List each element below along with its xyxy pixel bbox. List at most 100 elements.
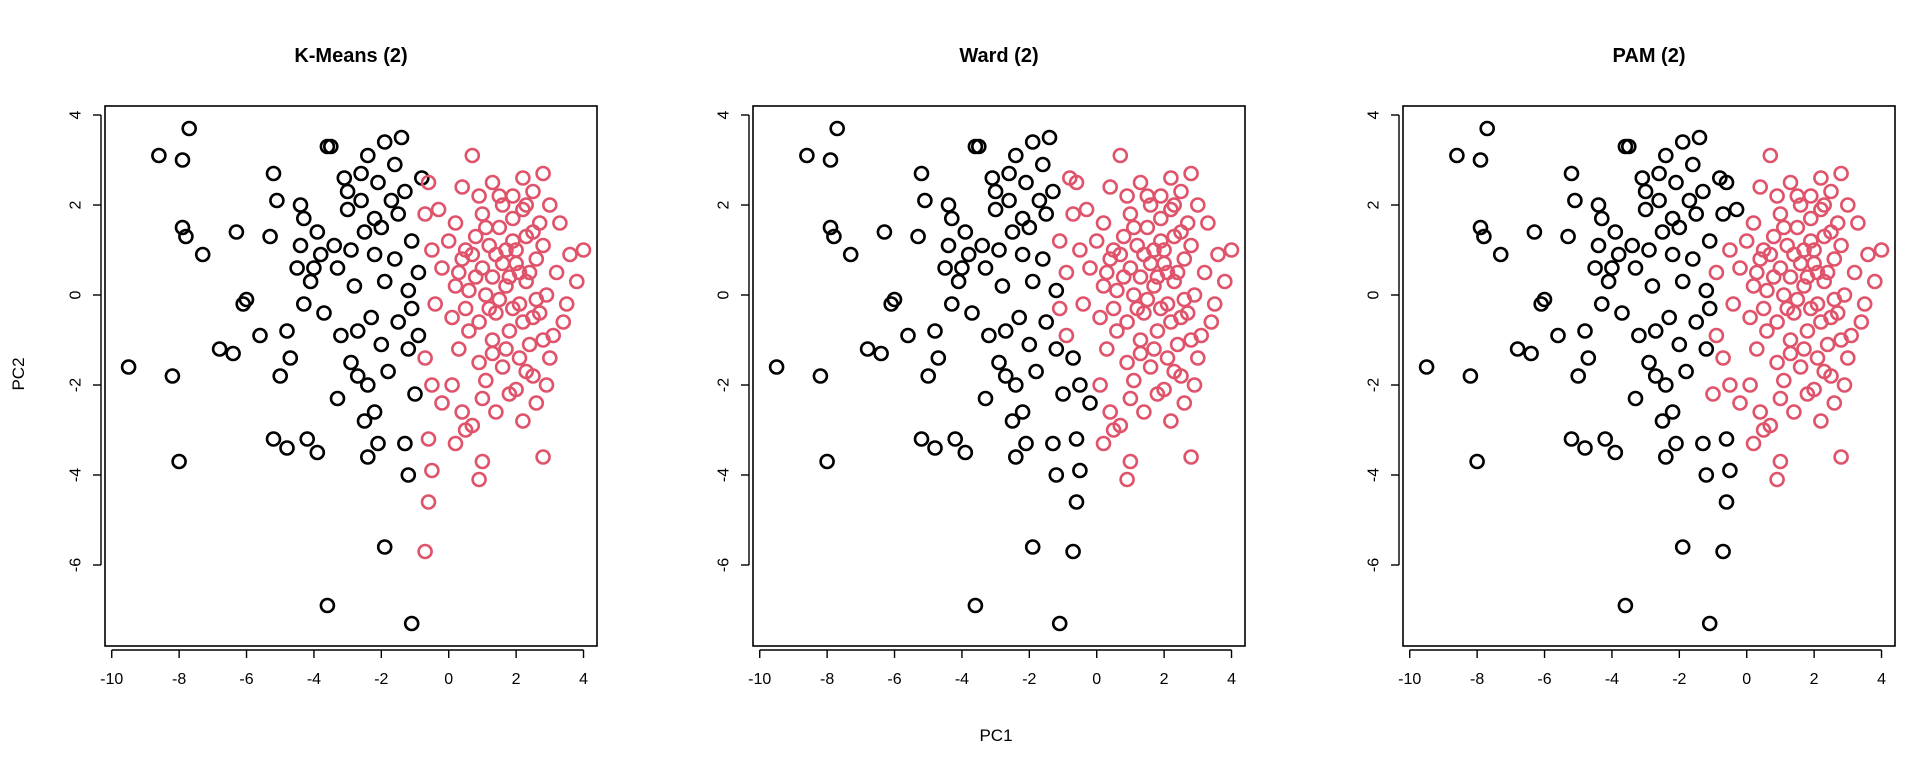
data-point [417,350,433,366]
data-point [1856,296,1873,312]
data-point [1823,368,1839,384]
x-axis-title: PC1 [979,726,1012,745]
data-point [1809,264,1826,281]
data-point [359,147,376,164]
data-point [1762,246,1779,263]
data-point [1105,422,1122,438]
data-point [1153,210,1169,227]
data-point [1782,269,1799,285]
data-point [225,345,241,362]
data-point [376,539,393,555]
data-point [1610,246,1627,263]
data-point [1705,386,1721,402]
data-point [913,165,930,182]
data-point [545,327,562,344]
x-tick-label: -6 [1537,671,1551,688]
data-point [1210,246,1226,263]
data-point [1153,300,1169,317]
data-point [1691,129,1708,146]
data-point [1796,341,1812,357]
data-point [1701,233,1718,249]
data-point [1099,264,1115,281]
data-point [279,440,295,456]
data-point [1695,435,1711,452]
data-point [799,147,815,164]
data-point [1674,273,1691,290]
data-point [491,188,508,204]
data-point [1072,462,1088,479]
data-point [957,444,974,461]
data-point [424,242,440,258]
data-point [1190,350,1206,366]
data-point [444,377,460,393]
data-point [1092,309,1108,326]
data-point [1698,282,1715,299]
data-point [981,327,997,344]
data-point [491,219,508,236]
data-point [1018,174,1034,191]
x-tick-label: 4 [579,671,588,688]
data-point [842,246,859,263]
data-point [1782,345,1799,362]
data-point [1759,323,1775,339]
data-point [1035,156,1051,173]
data-point [1654,413,1671,429]
data-point [1769,188,1785,204]
data-point [1597,431,1613,447]
data-point [1813,413,1829,429]
data-point [1651,165,1667,182]
data-point [1142,197,1159,213]
data-point [1115,269,1132,285]
data-point [1176,291,1193,308]
data-point [1122,260,1139,276]
data-point [1153,188,1169,204]
data-point [1129,237,1145,254]
data-point [1745,278,1762,294]
data-point [407,386,423,402]
data-point [1742,377,1758,393]
x-tick-label: -2 [1672,671,1686,688]
data-point [1772,390,1789,407]
data-point [1695,183,1711,200]
data-point [424,462,440,479]
data-point [1109,323,1125,339]
plot-frame [104,105,598,647]
data-point [501,386,518,402]
data-point [873,345,889,362]
data-point [1776,372,1792,389]
data-point [484,269,501,285]
data-point [927,440,943,456]
data-point [1479,120,1495,137]
data-point [353,165,369,182]
data-point [181,120,197,137]
data-point [299,431,316,447]
y-tick-label: -6 [1366,558,1383,572]
data-point [376,134,393,150]
data-point [1126,287,1142,303]
data-point [1732,395,1748,411]
data-point [494,359,511,375]
data-point [1166,197,1182,213]
data-point [1607,444,1624,461]
y-tick-label: 0 [68,290,85,299]
data-point [1139,219,1156,236]
data-point [1156,242,1172,258]
data-point [282,350,299,366]
data-point [1752,179,1768,195]
data-point [1126,219,1142,236]
data-point [1472,152,1489,168]
data-point [1803,210,1819,227]
data-point [1799,386,1816,402]
data-point [504,210,521,227]
data-point [1840,350,1856,366]
data-point [1701,300,1718,317]
y-tick-label: 2 [716,200,733,209]
data-point [1698,467,1715,483]
data-point [1126,372,1142,389]
data-point [349,368,366,384]
data-point [1829,215,1846,231]
data-point [1752,404,1768,420]
data-point [1021,219,1038,236]
data-point [1024,273,1041,290]
data-point [927,323,943,339]
